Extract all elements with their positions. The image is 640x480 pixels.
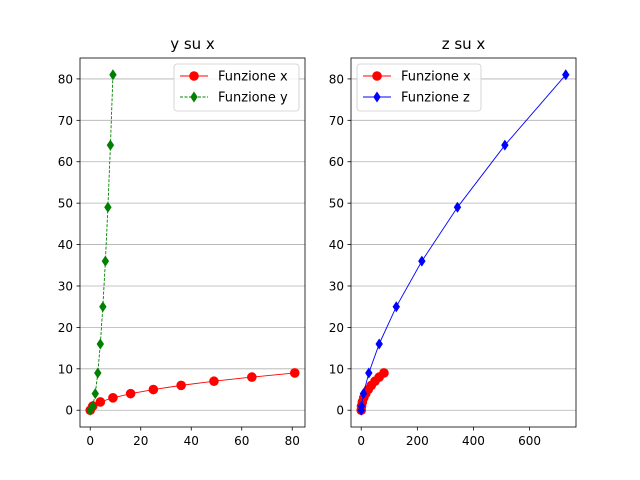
right-funzione-z-point xyxy=(375,338,383,350)
left-xtick-label: 60 xyxy=(234,434,249,448)
left-xtick-label: 0 xyxy=(86,434,94,448)
right-ytick-label: 80 xyxy=(329,72,344,86)
left-funzione-x-point xyxy=(176,380,186,391)
left-funzione-y-point xyxy=(104,201,112,213)
right-xtick-label: 600 xyxy=(518,434,541,448)
left-funzione-y-line xyxy=(89,74,114,411)
left-xtick-label: 80 xyxy=(285,434,300,448)
left-legend-funzione-x-marker xyxy=(189,71,199,81)
left-funzione-y-point xyxy=(94,367,102,379)
left-funzione-y-point xyxy=(101,255,110,267)
right-axes-frame xyxy=(350,57,577,428)
right-xtick-label: 200 xyxy=(406,434,429,448)
left-ytick-label: 40 xyxy=(58,238,73,252)
left-legend: Funzione x Funzione y xyxy=(173,63,300,112)
left-ytick-label: 70 xyxy=(58,114,73,128)
right-xtick-label: 0 xyxy=(357,434,365,448)
left-funzione-y-point xyxy=(99,301,107,313)
right-funzione-z-point xyxy=(359,388,368,400)
left-ytick-label: 50 xyxy=(58,197,73,211)
left-ytick-label: 0 xyxy=(65,404,73,418)
right-ytick-label: 10 xyxy=(329,362,344,376)
right-axes: 0 10 20 30 40 50 60 70 80 0 200 400 600 xyxy=(329,57,577,448)
right-ytick-label: 30 xyxy=(329,279,344,293)
left-ytick-label: 20 xyxy=(58,321,73,335)
right-funzione-z-point xyxy=(501,139,509,151)
right-ytick-label: 60 xyxy=(329,155,344,169)
right-funzione-z-point xyxy=(562,69,570,81)
left-xtick-label: 40 xyxy=(184,434,199,448)
left-axes: 0 10 20 30 40 50 60 70 80 0 20 40 60 80 xyxy=(58,57,306,448)
right-subplot: z su x 0 10 20 30 40 50 60 70 80 0 200 400 600 Funzi… xyxy=(329,35,577,448)
left-funzione-x-point xyxy=(95,397,106,407)
right-subplot-title: z su x xyxy=(442,35,486,53)
left-funzione-y-point xyxy=(89,400,97,412)
right-ytick-label: 70 xyxy=(329,114,344,128)
left-funzione-x-point xyxy=(125,388,136,399)
left-funzione-x-point xyxy=(108,393,118,403)
left-ytick-label: 80 xyxy=(58,72,73,86)
right-funzione-x-point xyxy=(379,368,389,378)
left-series xyxy=(85,69,300,416)
right-ytick-label: 40 xyxy=(329,238,344,252)
left-funzione-x-point xyxy=(247,372,257,382)
left-funzione-y-point xyxy=(106,139,115,151)
left-ytick-label: 10 xyxy=(58,362,73,376)
right-series xyxy=(356,69,570,416)
right-legend-funzione-z-marker xyxy=(373,91,381,103)
left-funzione-x-point xyxy=(289,368,300,378)
left-legend-funzione-x-label: Funzione x xyxy=(218,70,288,85)
left-subplot-title: y su x xyxy=(170,35,215,53)
right-legend: Funzione x Funzione z xyxy=(356,63,482,112)
left-funzione-x-point xyxy=(209,376,219,387)
left-funzione-x-point xyxy=(148,384,159,395)
right-funzione-z-point xyxy=(453,201,462,213)
right-legend-funzione-z-label: Funzione z xyxy=(401,91,470,106)
left-legend-funzione-y-marker xyxy=(190,91,198,103)
right-funzione-z-point xyxy=(418,255,426,267)
left-funzione-y-point xyxy=(91,388,99,400)
right-funzione-z-point xyxy=(357,400,366,412)
right-gridlines xyxy=(351,78,576,411)
left-xtick-label: 20 xyxy=(133,434,148,448)
right-legend-funzione-x-label: Funzione x xyxy=(401,70,471,85)
right-funzione-z-line xyxy=(360,74,567,411)
right-ytick-label: 20 xyxy=(329,321,344,335)
left-axes-frame xyxy=(79,57,306,428)
left-funzione-y-point xyxy=(96,338,105,350)
right-funzione-z-point xyxy=(365,367,373,379)
right-funzione-z-point xyxy=(392,301,401,313)
right-ytick-label: 50 xyxy=(329,197,344,211)
right-ytick-label: 0 xyxy=(336,404,344,418)
left-ytick-label: 60 xyxy=(58,155,73,169)
left-legend-funzione-y-label: Funzione y xyxy=(218,91,288,106)
left-subplot: y su x 0 10 20 30 40 50 60 70 80 0 20 40 60 80 Funzio… xyxy=(58,35,306,448)
left-ytick-label: 30 xyxy=(58,279,73,293)
right-xtick-label: 400 xyxy=(462,434,485,448)
right-legend-funzione-x-marker xyxy=(372,71,382,81)
left-funzione-y-point xyxy=(109,69,117,81)
